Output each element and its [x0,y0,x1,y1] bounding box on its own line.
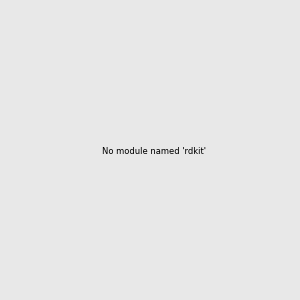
Text: No module named 'rdkit': No module named 'rdkit' [102,147,206,156]
